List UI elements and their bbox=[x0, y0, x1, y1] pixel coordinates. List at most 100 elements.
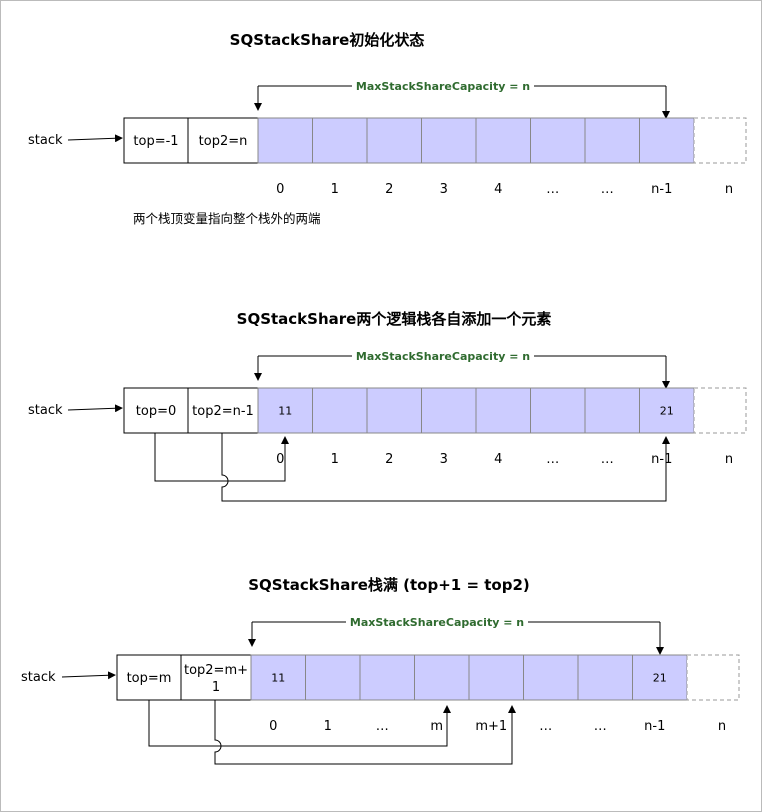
array-cell bbox=[584, 387, 640, 434]
array-indices: 0 1 2 3 4 … … n-1 n bbox=[276, 452, 733, 467]
top-variable-box bbox=[116, 654, 182, 701]
index-label: n-1 bbox=[644, 719, 665, 734]
top2-pointer-arrow bbox=[221, 433, 670, 502]
index-label: … bbox=[601, 182, 614, 197]
stack-label: stack bbox=[28, 133, 63, 148]
top2-label: top2=n-1 bbox=[192, 404, 254, 419]
array-cell bbox=[312, 387, 368, 434]
top2-pointer-arrow bbox=[214, 700, 516, 765]
array-cell bbox=[639, 117, 695, 164]
array-cells bbox=[257, 117, 695, 164]
index-label: n bbox=[725, 182, 733, 197]
note-text: 两个栈顶变量指向整个栈外的两端 bbox=[133, 211, 321, 226]
array-cell bbox=[421, 117, 477, 164]
index-label: 1 bbox=[331, 182, 339, 197]
top2-label-line2: 1 bbox=[212, 680, 220, 695]
array-cell bbox=[584, 117, 640, 164]
stack-arrow bbox=[67, 134, 123, 143]
array-cell bbox=[632, 654, 688, 701]
top2-variable-box bbox=[187, 387, 259, 434]
array-indices: 0 1 2 3 4 … … n-1 n bbox=[276, 182, 733, 197]
array-cell bbox=[523, 654, 579, 701]
index-label: 1 bbox=[331, 452, 339, 467]
diagram-title: SQStackShare两个逻辑栈各自添加一个元素 bbox=[237, 310, 552, 328]
index-label: n-1 bbox=[651, 452, 672, 467]
index-label: 3 bbox=[440, 182, 448, 197]
array-cell bbox=[305, 654, 361, 701]
index-label: … bbox=[601, 452, 614, 467]
diagram-initial-state: SQStackShare初始化状态 MaxStackShareCapacity … bbox=[28, 31, 747, 226]
capacity-label: MaxStackShareCapacity = n bbox=[350, 616, 524, 629]
array-cell bbox=[475, 117, 531, 164]
index-label: … bbox=[546, 452, 559, 467]
out-of-range-cell bbox=[693, 117, 747, 164]
cell-value: 21 bbox=[660, 405, 674, 418]
cell-value: 21 bbox=[653, 672, 667, 685]
top-variable-box bbox=[123, 117, 189, 164]
index-label: 2 bbox=[385, 182, 393, 197]
index-label: … bbox=[376, 719, 389, 734]
index-label: 4 bbox=[494, 182, 502, 197]
index-label: 0 bbox=[276, 182, 284, 197]
index-label: 0 bbox=[269, 719, 277, 734]
top-label: top=-1 bbox=[133, 134, 178, 149]
index-label: … bbox=[539, 719, 552, 734]
diagram-title: SQStackShare栈满 (top+1 = top2) bbox=[248, 576, 530, 594]
out-of-range-cell bbox=[693, 387, 747, 434]
capacity-bracket: MaxStackShareCapacity = n bbox=[254, 80, 670, 119]
array-cell bbox=[530, 117, 586, 164]
array-cell bbox=[366, 117, 422, 164]
array-cell bbox=[577, 654, 633, 701]
array-indices: 0 1 … m m+1 … … n-1 n bbox=[269, 719, 726, 734]
array-cell bbox=[366, 387, 422, 434]
stack-label: stack bbox=[28, 403, 63, 418]
array-cell bbox=[421, 387, 477, 434]
array-cell bbox=[359, 654, 415, 701]
index-label: m+1 bbox=[475, 719, 507, 734]
index-label: 3 bbox=[440, 452, 448, 467]
index-label: 1 bbox=[324, 719, 332, 734]
stack-arrow bbox=[61, 671, 116, 680]
top-label: top=m bbox=[127, 671, 172, 686]
array-cell bbox=[312, 117, 368, 164]
index-label: … bbox=[594, 719, 607, 734]
array-cell bbox=[475, 387, 531, 434]
top2-label-line1: top2=m+ bbox=[184, 663, 248, 678]
top-pointer-arrow bbox=[154, 433, 289, 482]
index-label: n bbox=[725, 452, 733, 467]
capacity-bracket: MaxStackShareCapacity = n bbox=[254, 350, 670, 389]
cell-value: 11 bbox=[278, 405, 292, 418]
top-label: top=0 bbox=[136, 404, 176, 419]
cell-value: 11 bbox=[271, 672, 285, 685]
stack-arrow bbox=[67, 404, 123, 413]
diagram-stack-full: SQStackShare栈满 (top+1 = top2) MaxStackSh… bbox=[21, 576, 740, 765]
index-label: n-1 bbox=[651, 182, 672, 197]
index-label: … bbox=[546, 182, 559, 197]
out-of-range-cell bbox=[686, 654, 740, 701]
diagram-title: SQStackShare初始化状态 bbox=[230, 31, 425, 49]
array-cell bbox=[468, 654, 524, 701]
array-cell bbox=[250, 654, 306, 701]
top2-label: top2=n bbox=[199, 134, 248, 149]
array-cells: 11 21 bbox=[257, 387, 695, 434]
array-cells: 11 21 bbox=[250, 654, 688, 701]
top-pointer-arrow bbox=[148, 700, 451, 747]
index-label: 2 bbox=[385, 452, 393, 467]
array-cell bbox=[414, 654, 470, 701]
index-label: n bbox=[718, 719, 726, 734]
array-cell bbox=[257, 117, 313, 164]
index-label: 4 bbox=[494, 452, 502, 467]
capacity-label: MaxStackShareCapacity = n bbox=[356, 350, 530, 363]
diagram-one-element-each: SQStackShare两个逻辑栈各自添加一个元素 MaxStackShareC… bbox=[28, 310, 747, 502]
index-label: 0 bbox=[276, 452, 284, 467]
array-cell bbox=[530, 387, 586, 434]
array-cell bbox=[639, 387, 695, 434]
top2-variable-box bbox=[187, 117, 259, 164]
capacity-bracket: MaxStackShareCapacity = n bbox=[248, 616, 664, 655]
top2-variable-box bbox=[180, 654, 252, 701]
stack-label: stack bbox=[21, 670, 56, 685]
capacity-label: MaxStackShareCapacity = n bbox=[356, 80, 530, 93]
index-label: m bbox=[430, 719, 443, 734]
